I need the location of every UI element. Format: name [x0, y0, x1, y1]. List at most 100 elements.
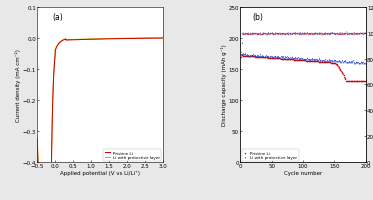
Point [360, 33, 366, 37]
Li with protective layer [294, 57, 300, 60]
Point [317, 32, 323, 35]
Li with protective layer [272, 55, 278, 58]
Pristine Li [321, 61, 327, 64]
Li with protective layer [304, 58, 310, 61]
Pristine Li [238, 54, 244, 58]
Li with protective layer [278, 56, 284, 59]
Point [272, 32, 278, 35]
Li with protective layer [242, 53, 248, 56]
Point [283, 32, 289, 35]
Pristine Li [287, 58, 293, 62]
Li with protective layer [325, 60, 331, 63]
Li with protective layer [238, 53, 244, 57]
Point [334, 32, 340, 35]
Point [330, 32, 336, 35]
Point [242, 33, 248, 36]
Line: Li with protective layer: Li with protective layer [37, 39, 163, 200]
Point [251, 32, 257, 35]
Point [246, 33, 252, 36]
Point [335, 32, 341, 35]
Pristine Li [330, 62, 336, 65]
Point [316, 32, 322, 35]
Pristine Li [324, 61, 330, 64]
Point [320, 32, 326, 35]
Point [353, 33, 359, 36]
Li with protective layer [241, 54, 247, 57]
Point [316, 32, 322, 35]
Point [313, 33, 319, 36]
Pristine Li [303, 60, 309, 63]
Point [345, 32, 351, 36]
Pristine Li [316, 61, 322, 64]
Li with protective layer [330, 59, 336, 63]
Pristine Li [270, 57, 276, 60]
Point [242, 32, 248, 35]
Point [326, 33, 332, 36]
Point [338, 33, 344, 36]
Li with protective layer [318, 59, 324, 62]
Li with protective layer [317, 59, 323, 62]
Li with protective layer [243, 54, 249, 57]
Pristine Li [247, 55, 253, 58]
Li with protective layer [262, 56, 268, 59]
Point [327, 32, 333, 36]
Pristine Li [352, 80, 358, 84]
Text: (b): (b) [253, 13, 264, 22]
Point [360, 33, 366, 36]
Li with protective layer [337, 61, 343, 64]
Legend: Pristine Li, Li with protective layer: Pristine Li, Li with protective layer [103, 150, 162, 161]
Pristine Li [361, 80, 367, 84]
Point [327, 33, 333, 36]
Li with protective layer [350, 59, 356, 63]
Li with protective layer [336, 59, 342, 62]
Pristine Li [251, 56, 257, 59]
Li with protective layer [297, 58, 303, 61]
Point [348, 32, 354, 36]
Point [266, 33, 272, 36]
Point [330, 32, 336, 36]
Point [330, 33, 336, 36]
Li with protective layer [247, 54, 253, 57]
Li with protective layer [327, 59, 333, 63]
Point [275, 33, 281, 36]
Pristine Li [341, 76, 347, 79]
Li with protective layer [277, 57, 283, 60]
Point [293, 33, 299, 36]
Li with protective layer [297, 58, 303, 61]
Point [267, 32, 273, 35]
Point [327, 32, 333, 36]
Point [342, 33, 348, 36]
Point [335, 33, 341, 36]
Li with protective layer [316, 57, 322, 60]
Pristine Li [279, 58, 285, 61]
Pristine Li [299, 59, 305, 63]
Point [257, 33, 263, 36]
Point [252, 33, 258, 36]
Point [251, 32, 257, 35]
Li with protective layer [248, 55, 254, 58]
Li with protective layer [90, 38, 95, 41]
Point [316, 33, 322, 37]
Point [306, 33, 312, 36]
Li with protective layer [352, 61, 358, 64]
Point [264, 32, 270, 35]
Point [310, 32, 316, 35]
Point [264, 33, 270, 36]
Pristine Li [341, 74, 347, 78]
Point [282, 33, 288, 36]
Li with protective layer [317, 59, 323, 63]
Point [287, 32, 293, 35]
Point [362, 32, 368, 36]
Point [361, 33, 367, 36]
Point [311, 33, 317, 36]
Point [266, 32, 272, 35]
Point [278, 33, 284, 36]
Pristine Li [248, 55, 254, 58]
Li with protective layer [256, 55, 262, 58]
Pristine Li [298, 59, 304, 62]
Point [240, 31, 246, 35]
Li with protective layer [274, 56, 280, 59]
Li with protective layer [250, 53, 256, 56]
Li with protective layer [121, 38, 126, 40]
Pristine Li [317, 61, 323, 64]
